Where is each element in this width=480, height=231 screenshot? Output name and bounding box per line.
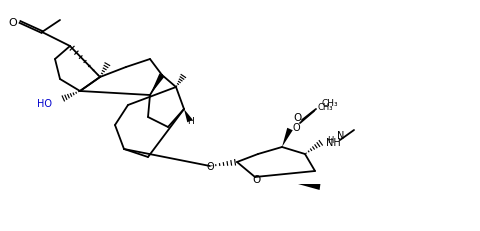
Text: CH₃: CH₃ [317,103,333,112]
Text: H: H [327,135,333,144]
Text: O: O [293,112,301,122]
Text: O: O [206,161,214,171]
Polygon shape [281,128,292,147]
Text: O: O [8,18,17,28]
Text: H: H [186,117,193,126]
Text: CH₃: CH₃ [321,99,338,108]
Polygon shape [184,109,192,123]
Text: NH: NH [325,137,340,147]
Polygon shape [150,74,164,96]
Text: N: N [336,131,344,140]
Text: O: O [252,174,261,184]
Text: HO: HO [37,99,52,109]
Text: O: O [292,122,300,132]
Polygon shape [298,184,320,190]
